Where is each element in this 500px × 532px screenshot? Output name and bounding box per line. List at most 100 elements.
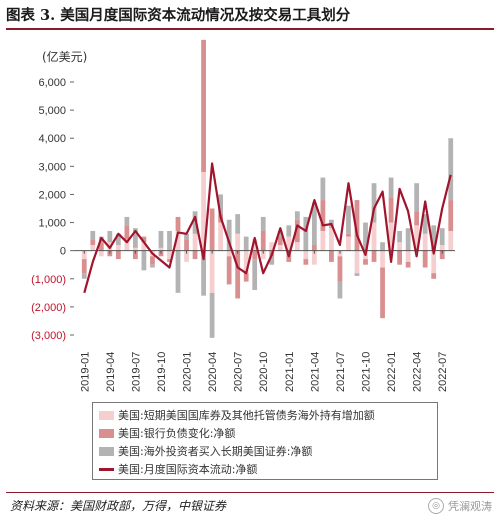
bar-2 — [150, 256, 155, 265]
legend: 美国:短期美国国库券及其他托管债务海外持有增加额 美国:银行负债变化:净额 美国… — [92, 402, 438, 480]
bar-1 — [124, 239, 130, 251]
bar-3 — [431, 225, 437, 251]
bar-3 — [124, 216, 130, 226]
bar-2 — [252, 250, 258, 260]
bar-2 — [431, 273, 437, 279]
x-tick-label: 2020-10 — [258, 352, 270, 392]
bar-2 — [167, 259, 172, 262]
legend-swatch — [99, 467, 114, 471]
bar-2 — [98, 242, 104, 251]
source-divider — [6, 492, 494, 493]
bar-3 — [167, 230, 172, 251]
bar-2 — [320, 200, 326, 231]
bar-2 — [405, 261, 411, 268]
bar-1 — [286, 236, 292, 251]
bar-3 — [226, 219, 232, 251]
x-tick-label: 2021-01 — [284, 352, 296, 392]
x-tick-label: 2020-01 — [182, 352, 194, 392]
bar-1 — [320, 230, 326, 251]
watermark: ◎ 凭澜观涛 — [428, 498, 492, 514]
bar-2 — [175, 216, 181, 231]
bar-3 — [303, 216, 309, 251]
bar-2 — [201, 39, 206, 172]
y-tick-label: (1,000) — [31, 274, 66, 286]
x-tick-label: 2021-04 — [309, 352, 321, 392]
bar-3 — [201, 250, 206, 296]
bar-3 — [363, 222, 368, 251]
bar-2 — [294, 219, 300, 243]
bar-3 — [192, 211, 198, 234]
bar-3 — [277, 230, 283, 237]
legend-item-short-term-treasury: 美国:短期美国国库券及其他托管债务海外持有增加额 — [99, 406, 437, 424]
bar-1 — [346, 236, 351, 251]
bar-1 — [448, 230, 454, 251]
chart-svg: (3,000) (2,000) (1,000) 0 1,000 2,000 3,000 4,0… — [31, 39, 455, 392]
bar-3 — [133, 228, 138, 248]
bar-3 — [252, 259, 258, 291]
legend-label: 美国:短期美国国库券及其他托管债务海外持有增加额 — [118, 409, 375, 422]
bar-1 — [184, 250, 189, 262]
bar-3 — [320, 177, 326, 201]
bar-1 — [90, 245, 96, 251]
bar-3 — [90, 230, 96, 240]
bar-3 — [380, 242, 385, 251]
bar-3 — [286, 225, 292, 237]
bar-2 — [346, 233, 351, 237]
bar-1 — [329, 228, 334, 251]
bar-3 — [371, 183, 377, 223]
bar-2 — [363, 259, 368, 265]
bar-3 — [175, 250, 181, 293]
bar-3 — [235, 214, 241, 234]
bar-3 — [269, 256, 275, 265]
bar-3 — [158, 230, 164, 248]
legend-swatch — [99, 428, 114, 438]
bar-1 — [175, 230, 181, 251]
x-tick-label: 2022-04 — [412, 352, 424, 392]
bar-1 — [201, 171, 206, 251]
bar-2 — [422, 250, 428, 268]
bar-3 — [397, 230, 402, 243]
legend-swatch — [99, 410, 114, 420]
bar-1 — [431, 250, 437, 274]
bar-1 — [158, 247, 164, 251]
bar-2 — [397, 250, 402, 265]
watermark-text: 凭澜观涛 — [448, 500, 492, 513]
bar-3 — [311, 202, 317, 246]
bar-3 — [218, 194, 224, 215]
bar-3 — [184, 233, 189, 240]
bar-3 — [107, 230, 113, 243]
x-tick-label: 2021-07 — [335, 352, 347, 392]
bar-2 — [243, 273, 249, 282]
x-tick-label: 2021-10 — [361, 352, 373, 392]
bar-1 — [414, 225, 420, 251]
bar-3 — [115, 233, 121, 246]
bar-1 — [218, 222, 224, 251]
bar-2 — [439, 250, 445, 260]
bar-2 — [115, 250, 121, 260]
bar-3 — [243, 236, 249, 251]
x-tick-label: 2020-07 — [233, 352, 245, 392]
x-tick-label: 2022-07 — [437, 352, 449, 392]
bar-3 — [439, 228, 445, 246]
legend-label: 美国:海外投资者买入长期美国证券:净额 — [118, 445, 313, 458]
bar-2 — [209, 208, 215, 251]
bar-3 — [346, 205, 351, 234]
y-tick-label: 5,000 — [38, 105, 66, 117]
bar-2 — [329, 250, 334, 262]
legend-label: 美国:月度国际资本流动:净额 — [118, 463, 258, 476]
bar-1 — [371, 222, 377, 251]
bar-2 — [192, 250, 198, 260]
x-tick-label: 2019-01 — [79, 352, 91, 392]
bar-2 — [226, 256, 232, 285]
bar-2 — [277, 236, 283, 246]
bar-2 — [388, 197, 394, 223]
legend-item-long-term-securities: 美国:海外投资者买入长期美国证券:净额 — [99, 442, 437, 460]
bar-2 — [448, 200, 454, 231]
bar-3 — [414, 183, 420, 212]
y-tick-label: 4,000 — [38, 133, 66, 145]
bar-2 — [371, 250, 377, 262]
bar-2 — [133, 250, 138, 260]
y-tick-label: 6,000 — [38, 77, 66, 89]
bar-1 — [311, 250, 317, 265]
bar-1 — [405, 250, 411, 262]
